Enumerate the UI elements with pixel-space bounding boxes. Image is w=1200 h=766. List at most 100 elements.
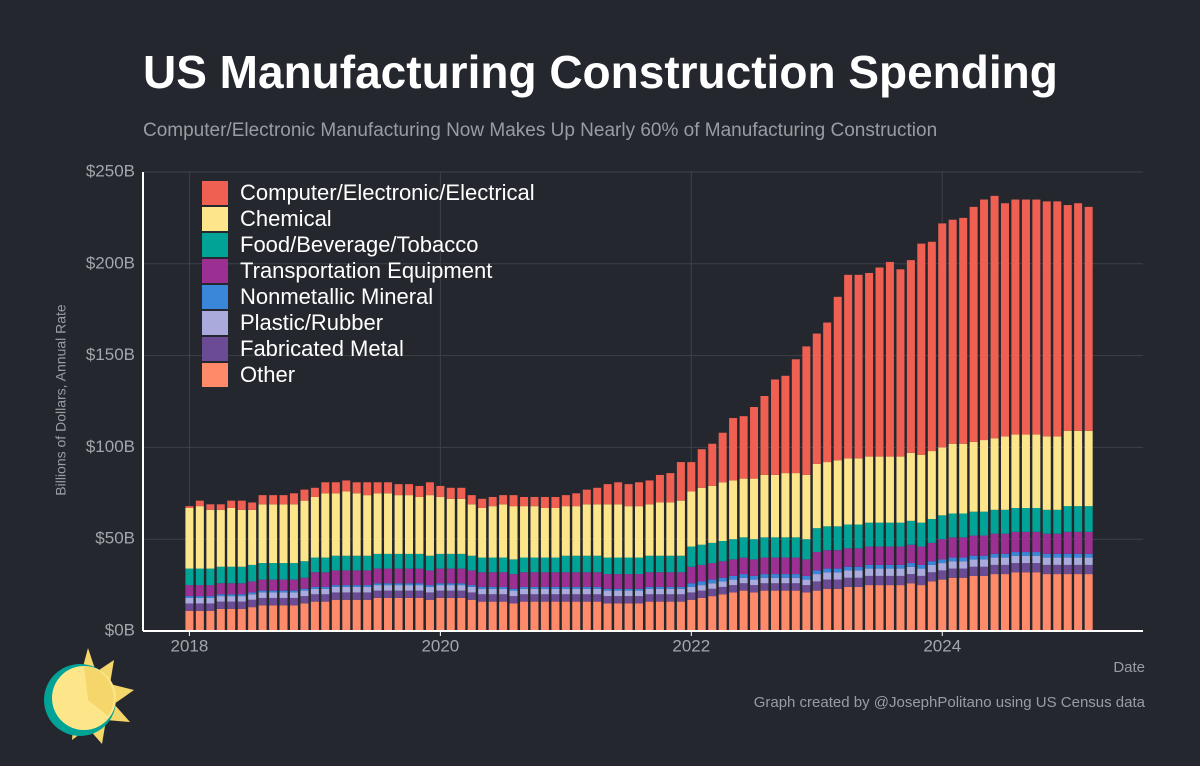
- bar-segment: [833, 526, 842, 551]
- bar-segment: [917, 585, 926, 631]
- bar-segment: [655, 594, 664, 602]
- bar-segment: [1032, 434, 1041, 508]
- bar-segment: [729, 585, 738, 593]
- bar-segment: [906, 452, 915, 521]
- bar-segment: [384, 597, 393, 631]
- bar-segment: [760, 583, 769, 591]
- bar-segment: [948, 568, 957, 578]
- bar-segment: [593, 487, 602, 505]
- bar-segment: [927, 542, 936, 562]
- bar-segment: [478, 588, 487, 595]
- bar-segment: [676, 588, 685, 595]
- bar-segment: [885, 456, 894, 523]
- bar-segment: [1084, 574, 1093, 631]
- bar-segment: [906, 520, 915, 545]
- bar-segment: [1011, 199, 1020, 435]
- bar-segment: [1000, 436, 1009, 510]
- bar-segment: [948, 577, 957, 631]
- bar-segment: [959, 443, 968, 514]
- bar-segment: [551, 594, 560, 602]
- bar-segment: [1021, 552, 1030, 556]
- bar-segment: [655, 601, 664, 631]
- bar-segment: [216, 509, 225, 567]
- bar-segment: [195, 506, 204, 569]
- bar-segment: [227, 507, 236, 567]
- bar-segment: [750, 579, 759, 586]
- bar-segment: [269, 504, 278, 564]
- bar-segment: [384, 568, 393, 584]
- bar-segment: [823, 579, 832, 589]
- bar-segment: [802, 559, 811, 576]
- bar-segment: [499, 557, 508, 573]
- bar-segment: [802, 585, 811, 593]
- bar-segment: [206, 603, 215, 611]
- bar-segment: [802, 539, 811, 560]
- bar-segment: [499, 495, 508, 505]
- bar-segment: [520, 588, 529, 595]
- bar-segment: [582, 586, 591, 589]
- bar-segment: [708, 542, 717, 564]
- bar-segment: [269, 579, 278, 591]
- bar-segment: [1032, 572, 1041, 631]
- legend-swatch: [202, 337, 228, 361]
- bar-segment: [980, 559, 989, 567]
- bar-segment: [603, 590, 612, 597]
- bar-segment: [394, 583, 403, 586]
- bar-segment: [634, 596, 643, 604]
- bar-segment: [1053, 557, 1062, 565]
- bar-segment: [708, 563, 717, 580]
- bar-segment: [739, 590, 748, 631]
- bar-segment: [446, 585, 455, 591]
- bar-segment: [446, 498, 455, 554]
- bar-segment: [488, 506, 497, 558]
- bar-segment: [917, 546, 926, 565]
- bar-segment: [478, 601, 487, 631]
- bar-segment: [676, 594, 685, 602]
- bar-segment: [812, 528, 821, 553]
- bar-segment: [269, 590, 278, 593]
- bar-segment: [739, 577, 748, 584]
- bar-segment: [248, 592, 257, 595]
- bar-segment: [415, 553, 424, 569]
- bar-segment: [185, 506, 194, 508]
- bar-segment: [927, 241, 936, 452]
- bar-segment: [1063, 205, 1072, 431]
- bar-segment: [938, 559, 947, 564]
- bar-segment: [561, 506, 570, 556]
- bar-segment: [310, 601, 319, 631]
- bar-segment: [980, 535, 989, 556]
- bar-segment: [624, 596, 633, 604]
- bar-segment: [540, 601, 549, 631]
- bar-segment: [781, 574, 790, 578]
- chart-subtitle: Computer/Electronic Manufacturing Now Ma…: [143, 120, 937, 141]
- bar-segment: [676, 586, 685, 589]
- bar-segment: [478, 498, 487, 508]
- bar-segment: [352, 570, 361, 586]
- bar-segment: [1063, 564, 1072, 575]
- bar-segment: [969, 441, 978, 512]
- bar-segment: [342, 555, 351, 571]
- bar-segment: [425, 555, 434, 571]
- bar-segment: [896, 269, 905, 457]
- bar-segment: [436, 597, 445, 631]
- bar-segment: [258, 605, 267, 631]
- bar-segment: [1053, 533, 1062, 554]
- bar-segment: [802, 579, 811, 586]
- bar-segment: [676, 462, 685, 501]
- bar-segment: [865, 568, 874, 576]
- bar-segment: [791, 577, 800, 584]
- bar-segment: [655, 588, 664, 595]
- bar-segment: [436, 485, 445, 497]
- legend-label: Fabricated Metal: [240, 336, 404, 361]
- bar-segment: [844, 548, 853, 567]
- bar-segment: [331, 592, 340, 600]
- bar-segment: [969, 555, 978, 560]
- bar-segment: [896, 564, 905, 569]
- bar-segment: [289, 597, 298, 606]
- bar-segment: [1032, 507, 1041, 532]
- bar-segment: [551, 601, 560, 631]
- bar-segment: [718, 581, 727, 587]
- bar-segment: [1021, 507, 1030, 532]
- bar-segment: [394, 484, 403, 496]
- bar-segment: [467, 555, 476, 571]
